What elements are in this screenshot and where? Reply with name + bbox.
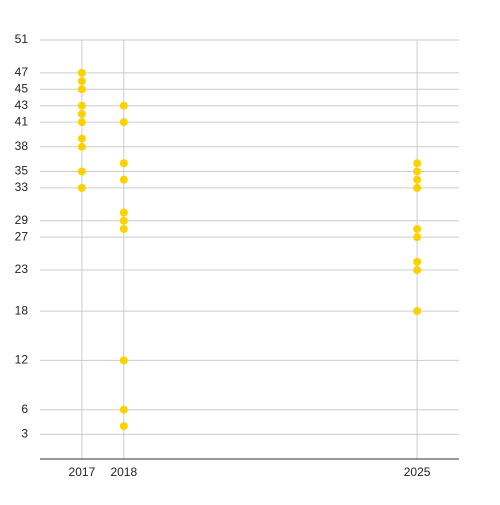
point	[119, 216, 128, 225]
point	[413, 257, 422, 266]
y-tick-label: 35	[15, 164, 29, 178]
y-tick-label: 23	[15, 262, 29, 276]
point	[119, 405, 128, 414]
y-tick-label: 29	[15, 213, 29, 227]
y-tick-label: 12	[15, 353, 29, 367]
y-tick-label: 47	[15, 65, 29, 79]
x-tick-label: 2017	[69, 465, 96, 479]
y-tick-label: 3	[21, 427, 28, 441]
x-tick-label: 2025	[404, 465, 431, 479]
point	[77, 142, 86, 151]
point	[413, 307, 422, 316]
point	[119, 101, 128, 110]
point	[77, 109, 86, 118]
point	[119, 356, 128, 365]
point	[77, 134, 86, 143]
point	[413, 224, 422, 233]
y-tick-label: 18	[15, 303, 29, 317]
y-tick-label: 51	[15, 32, 29, 46]
point	[119, 224, 128, 233]
point	[119, 159, 128, 168]
y-tick-label: 41	[15, 114, 29, 128]
point	[77, 167, 86, 176]
point	[119, 208, 128, 217]
point	[77, 68, 86, 77]
y-tick-label: 6	[21, 402, 28, 416]
y-tick-label: 38	[15, 139, 29, 153]
point	[119, 175, 128, 184]
point	[77, 85, 86, 94]
y-tick-label: 33	[15, 180, 29, 194]
y-tick-label: 45	[15, 81, 29, 95]
point	[413, 266, 422, 275]
point	[77, 77, 86, 86]
point	[77, 118, 86, 127]
y-tick-label: 27	[15, 229, 29, 243]
point	[77, 183, 86, 192]
y-tick-label: 43	[15, 98, 29, 112]
point	[413, 175, 422, 184]
point	[119, 118, 128, 127]
point	[413, 183, 422, 192]
point	[77, 101, 86, 110]
point	[413, 167, 422, 176]
point	[413, 233, 422, 242]
x-tick-label: 2018	[110, 465, 137, 479]
point	[119, 422, 128, 431]
point	[413, 159, 422, 168]
